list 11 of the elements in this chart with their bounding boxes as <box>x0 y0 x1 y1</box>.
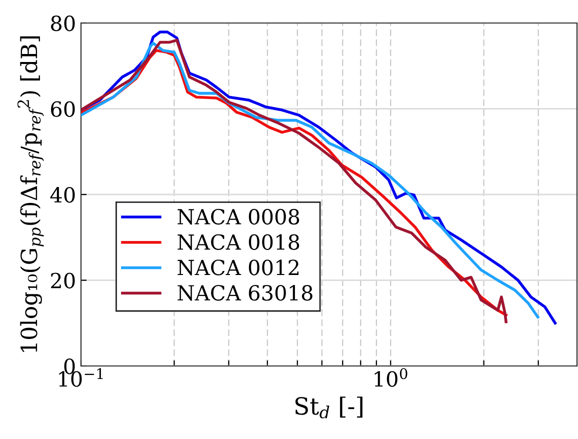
y-axis-title: 10log₁₀(G$_{pp}$(f)Δf$_{ref}$/p$_{ref}$$^{2}$) [dB] <box>17 36 44 352</box>
legend-label: NACA 0012 <box>178 260 298 276</box>
y-tick-label: 60 <box>51 101 75 117</box>
legend-label: NACA 0008 <box>178 208 300 225</box>
y-tick-label: 40 <box>50 186 75 203</box>
x-axis-title: St$_{d}$ [-] <box>295 396 362 418</box>
y-tick-label: 20 <box>51 272 75 288</box>
x-tick-label: 10$^{0}$ <box>374 368 408 387</box>
legend-label: NACA 63018 <box>178 284 312 301</box>
legend-label: NACA 0018 <box>178 234 300 250</box>
y-tick-label: 80 <box>51 15 75 32</box>
